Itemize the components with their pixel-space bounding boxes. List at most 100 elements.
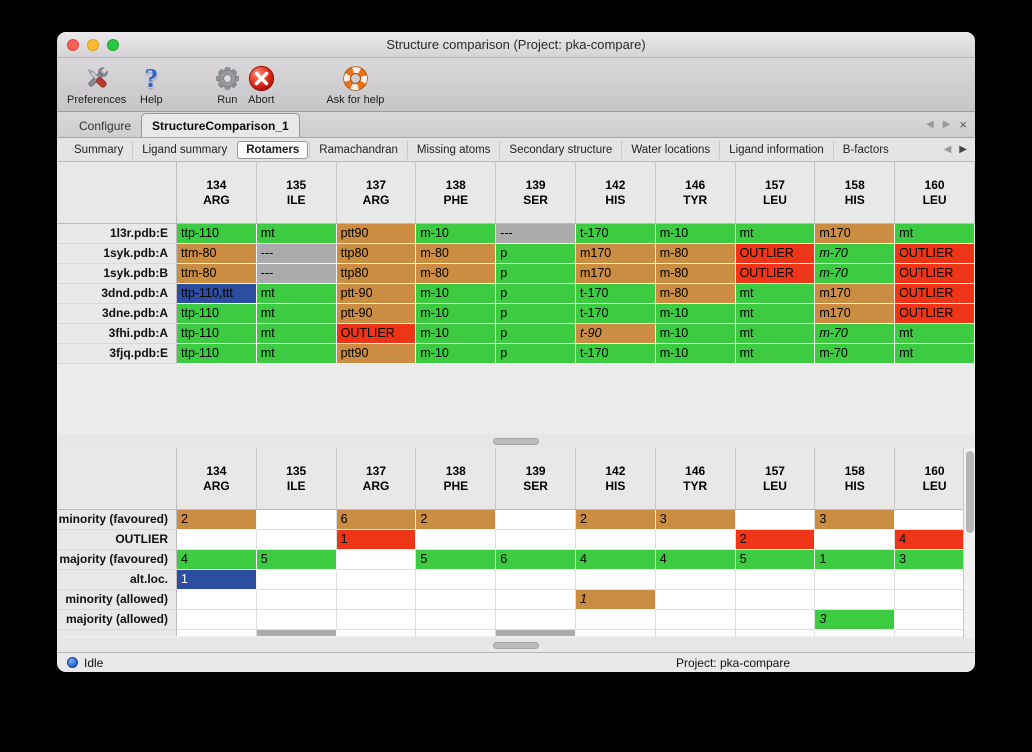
rotamer-cell[interactable]: m-10 bbox=[655, 304, 736, 324]
rotamer-cell[interactable]: --- bbox=[256, 264, 337, 284]
prev-subtab-icon[interactable]: ◀ bbox=[943, 144, 952, 155]
rotamer-cell[interactable]: ttp-110 bbox=[177, 324, 257, 344]
rotamer-cell[interactable]: m-80 bbox=[655, 284, 736, 304]
summary-cell[interactable]: 4 bbox=[177, 550, 257, 570]
subtab-secondary-structure[interactable]: Secondary structure bbox=[499, 140, 621, 159]
summary-cell[interactable] bbox=[575, 610, 656, 630]
zoom-window-button[interactable] bbox=[107, 38, 119, 51]
rotamer-cell[interactable]: mt bbox=[735, 284, 816, 304]
rotamer-cell[interactable]: m-80 bbox=[416, 264, 497, 284]
summary-cell[interactable] bbox=[735, 570, 816, 590]
subtab-ligand-information[interactable]: Ligand information bbox=[719, 140, 833, 159]
rotamer-cell[interactable]: OUTLIER bbox=[735, 264, 816, 284]
rotamer-cell[interactable]: ttp-110 bbox=[177, 344, 257, 364]
summary-cell[interactable] bbox=[815, 590, 896, 610]
rotamer-cell[interactable]: m-10 bbox=[655, 344, 736, 364]
rotamer-cell[interactable]: mt bbox=[256, 224, 337, 244]
summary-cell[interactable] bbox=[256, 570, 337, 590]
splitter-handle[interactable] bbox=[493, 437, 539, 445]
run-button[interactable]: Run bbox=[212, 63, 242, 106]
minimize-window-button[interactable] bbox=[87, 38, 99, 51]
rotamer-cell[interactable]: mt bbox=[895, 324, 975, 344]
summary-cell[interactable] bbox=[256, 510, 337, 530]
preferences-button[interactable]: Preferences bbox=[67, 63, 126, 106]
summary-cell[interactable] bbox=[177, 590, 257, 610]
rotamer-cell[interactable]: OUTLIER bbox=[895, 284, 975, 304]
summary-cell[interactable]: 6 bbox=[496, 550, 576, 570]
rotamer-cell[interactable]: ttp80 bbox=[336, 264, 417, 284]
summary-cell[interactable]: 3 bbox=[655, 510, 736, 530]
rotamer-cell[interactable]: ptt-90 bbox=[336, 304, 417, 324]
rotamer-cell[interactable]: m170 bbox=[575, 244, 656, 264]
rotamer-cell[interactable]: t-90 bbox=[575, 324, 656, 344]
rotamer-cell[interactable]: ptt90 bbox=[336, 224, 417, 244]
summary-cell[interactable] bbox=[336, 550, 417, 570]
rotamer-cell[interactable]: m170 bbox=[815, 284, 896, 304]
rotamer-cell[interactable]: mt bbox=[895, 344, 975, 364]
rotamer-cell[interactable]: mt bbox=[895, 224, 975, 244]
summary-cell[interactable]: 5 bbox=[416, 550, 497, 570]
rotamer-cell[interactable]: t-170 bbox=[575, 344, 656, 364]
rotamer-cell[interactable]: m-10 bbox=[416, 324, 497, 344]
subtab-water-locations[interactable]: Water locations bbox=[621, 140, 719, 159]
rotamer-cell[interactable]: OUTLIER bbox=[336, 324, 417, 344]
summary-cell[interactable] bbox=[336, 590, 417, 610]
rotamer-cell[interactable]: m-80 bbox=[655, 244, 736, 264]
summary-cell[interactable]: 6 bbox=[336, 510, 417, 530]
rotamer-cell[interactable]: t-170 bbox=[575, 304, 656, 324]
summary-cell[interactable]: 5 bbox=[256, 550, 337, 570]
rotamer-cell[interactable]: m170 bbox=[815, 304, 896, 324]
rotamer-cell[interactable]: p bbox=[496, 244, 576, 264]
summary-cell[interactable] bbox=[655, 610, 736, 630]
rotamer-cell[interactable]: m-10 bbox=[416, 304, 497, 324]
bottom-splitter-handle[interactable] bbox=[493, 641, 539, 649]
summary-cell[interactable] bbox=[575, 530, 656, 550]
summary-cell[interactable]: 2 bbox=[735, 530, 816, 550]
ask-for-help-button[interactable]: Ask for help bbox=[326, 63, 384, 106]
subtab-rotamers[interactable]: Rotamers bbox=[237, 140, 309, 159]
close-tab-icon[interactable]: × bbox=[959, 117, 967, 132]
summary-cell[interactable]: 3 bbox=[815, 510, 896, 530]
rotamer-cell[interactable]: mt bbox=[256, 344, 337, 364]
rotamer-cell[interactable]: ptt-90 bbox=[336, 284, 417, 304]
summary-cell[interactable] bbox=[575, 570, 656, 590]
summary-cell[interactable] bbox=[336, 570, 417, 590]
subtab-missing-atoms[interactable]: Missing atoms bbox=[406, 140, 500, 159]
summary-cell[interactable] bbox=[815, 530, 896, 550]
rotamer-cell[interactable]: m-70 bbox=[815, 264, 896, 284]
rotamer-cell[interactable]: ttm-80 bbox=[177, 244, 257, 264]
rotamer-cell[interactable]: OUTLIER bbox=[895, 244, 975, 264]
prev-tab-icon[interactable]: ◀ bbox=[926, 119, 934, 130]
summary-cell[interactable] bbox=[655, 530, 736, 550]
next-tab-icon[interactable]: ▶ bbox=[942, 119, 951, 130]
summary-cell[interactable] bbox=[655, 590, 736, 610]
summary-cell[interactable] bbox=[735, 590, 816, 610]
rotamer-cell[interactable]: mt bbox=[256, 304, 337, 324]
subtab-ligand-summary[interactable]: Ligand summary bbox=[132, 140, 236, 159]
summary-cell[interactable] bbox=[496, 570, 576, 590]
rotamer-cell[interactable]: OUTLIER bbox=[895, 304, 975, 324]
summary-cell[interactable] bbox=[336, 610, 417, 630]
abort-button[interactable]: Abort bbox=[246, 63, 276, 106]
rotamer-cell[interactable]: t-170 bbox=[575, 224, 656, 244]
summary-cell[interactable]: 3 bbox=[815, 610, 896, 630]
summary-cell[interactable] bbox=[416, 530, 497, 550]
summary-cell[interactable] bbox=[815, 570, 896, 590]
rotamer-cell[interactable]: ttm-80 bbox=[177, 264, 257, 284]
subtab-b-factors[interactable]: B-factors bbox=[832, 140, 898, 159]
rotamer-cell[interactable]: m-10 bbox=[655, 324, 736, 344]
subtab-ramachandran[interactable]: Ramachandran bbox=[309, 140, 407, 159]
summary-cell[interactable]: 1 bbox=[815, 550, 896, 570]
rotamer-cell[interactable]: m170 bbox=[575, 264, 656, 284]
summary-cell[interactable] bbox=[735, 610, 816, 630]
summary-cell[interactable] bbox=[416, 570, 497, 590]
rotamer-cell[interactable]: m-10 bbox=[655, 224, 736, 244]
rotamer-cell[interactable]: m-80 bbox=[655, 264, 736, 284]
close-window-button[interactable] bbox=[67, 38, 79, 51]
rotamer-cell[interactable]: m170 bbox=[815, 224, 896, 244]
rotamer-cell[interactable]: --- bbox=[496, 224, 576, 244]
rotamer-cell[interactable]: mt bbox=[256, 324, 337, 344]
rotamer-cell[interactable]: mt bbox=[256, 284, 337, 304]
summary-cell[interactable] bbox=[655, 570, 736, 590]
summary-cell[interactable] bbox=[496, 590, 576, 610]
